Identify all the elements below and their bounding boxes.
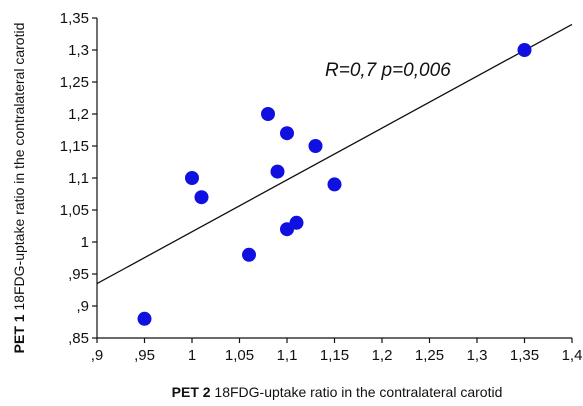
y-tick-label: ,9 — [76, 298, 89, 315]
y-tick-label: ,95 — [68, 266, 89, 283]
x-axis-title-bold: PET 2 — [172, 384, 211, 400]
y-tick-label: 1,2 — [68, 106, 89, 123]
data-point — [517, 43, 532, 57]
data-point — [261, 107, 275, 121]
data-point — [137, 311, 152, 326]
x-tick-label: 1,15 — [320, 347, 349, 364]
x-tick-label: 1,05 — [225, 347, 254, 364]
y-tick-label: 1,15 — [60, 138, 89, 155]
y-tick-label: 1,35 — [60, 10, 89, 27]
data-point — [242, 247, 256, 262]
y-axis-ticks: ,85 ,9 ,95 1 1,05 1,1 1,15 1,2 1,25 1,3 1,35 — [60, 10, 97, 347]
data-point — [308, 139, 323, 153]
data-point — [270, 164, 285, 179]
x-tick-label: 1,2 — [372, 347, 393, 364]
x-tick-label: 1,25 — [415, 347, 444, 364]
y-axis-title: PET 1 18FDG-uptake ratio in the contrala… — [11, 23, 27, 354]
x-tick-label: 1,4 — [562, 347, 583, 364]
regression-line — [96, 23, 573, 285]
y-tick-label: 1,05 — [60, 202, 89, 219]
x-axis-ticks: ,9 ,95 1 1,05 1,1 1,15 1,2 1,25 1,3 1,35 1,4 — [91, 338, 583, 364]
data-point — [194, 190, 209, 205]
y-tick-label: 1,1 — [68, 170, 89, 187]
y-tick-label: 1,25 — [60, 74, 89, 91]
x-tick-label: 1,3 — [467, 347, 488, 364]
correlation-annotation: R=0,7 p=0,006 — [325, 60, 451, 81]
y-tick-label: 1 — [81, 234, 89, 251]
x-tick-label: ,95 — [134, 347, 155, 364]
data-points — [137, 43, 532, 326]
x-tick-label: 1 — [188, 347, 196, 364]
x-tick-label: ,9 — [91, 347, 104, 364]
x-tick-label: 1,35 — [510, 347, 539, 364]
y-tick-label: ,85 — [68, 330, 89, 347]
data-point — [327, 177, 342, 192]
x-axis-title: PET 2 18FDG-uptake ratio in the contrala… — [172, 384, 503, 400]
data-point — [280, 126, 294, 141]
y-axis-title-bold: PET 1 — [11, 314, 27, 353]
x-tick-label: 1,1 — [277, 347, 298, 364]
data-point — [185, 171, 199, 185]
data-point — [289, 215, 304, 230]
y-axis-title-rest: 18FDG-uptake ratio in the contralateral … — [11, 23, 27, 315]
y-tick-label: 1,3 — [68, 42, 89, 59]
x-axis-title-rest: 18FDG-uptake ratio in the contralateral … — [211, 384, 503, 400]
